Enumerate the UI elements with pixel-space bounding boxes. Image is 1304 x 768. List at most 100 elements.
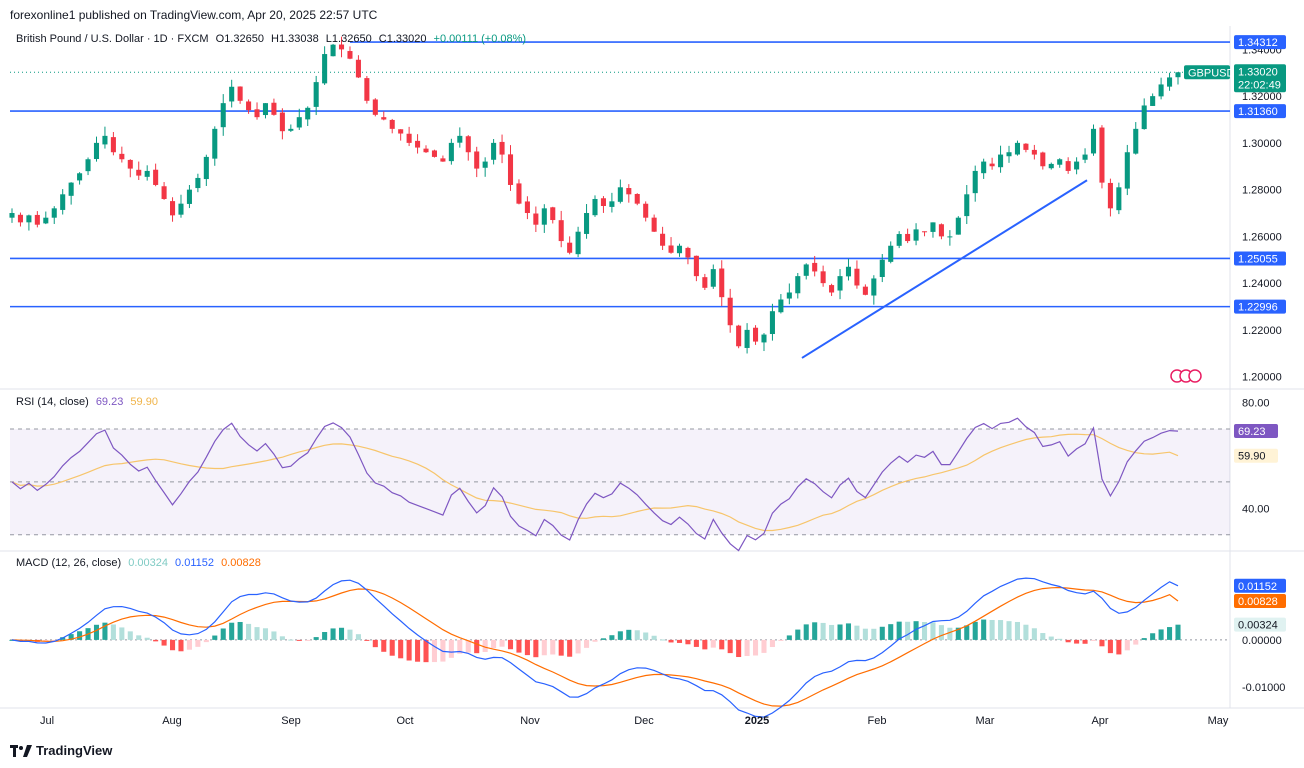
- macd-hist-bar: [448, 639, 454, 658]
- candle-body: [964, 194, 970, 217]
- candle-body: [178, 203, 184, 215]
- tradingview-logo-icon: [10, 744, 32, 757]
- candle-body: [474, 151, 480, 169]
- macd-hist-bar: [1006, 621, 1012, 640]
- macd-hist-bar: [660, 639, 666, 641]
- macd-hist-bar: [237, 621, 243, 640]
- macd-hist-bar: [423, 639, 429, 663]
- level-tag: [1234, 35, 1286, 50]
- macd-hist-bar: [457, 639, 463, 654]
- candle-body: [854, 268, 860, 286]
- x-tick-label: Aug: [162, 715, 182, 727]
- x-tick-label: Feb: [868, 715, 887, 727]
- macd-hist-bar: [888, 624, 894, 640]
- macd-hist-bar: [1057, 638, 1063, 640]
- macd-hist-bar: [803, 624, 809, 640]
- candle-body: [465, 136, 471, 153]
- macd-hist-bar: [702, 639, 708, 650]
- ticker-tag: [1184, 65, 1230, 80]
- candle-body: [1158, 84, 1164, 97]
- macd-hist-bar: [507, 639, 514, 650]
- x-tick-label: 2025: [745, 715, 769, 727]
- macd-hist-bar: [51, 639, 57, 641]
- candle-body: [693, 255, 699, 277]
- macd-hist-bar: [1124, 639, 1130, 651]
- macd-legend: MACD (12, 26, close) 0.00324 0.01152 0.0…: [16, 557, 261, 569]
- candle-body: [1014, 142, 1020, 155]
- macd-hist-bar: [1099, 639, 1105, 647]
- candle-body: [43, 217, 49, 224]
- open-label: O: [215, 33, 225, 45]
- macd-hist-bar: [524, 639, 530, 656]
- candle-body: [229, 86, 235, 102]
- candle-body: [1023, 143, 1029, 150]
- macd-hist-bar: [829, 624, 835, 640]
- candle-body: [136, 169, 142, 176]
- candle-body: [440, 158, 446, 162]
- macd-value: 0.01152: [175, 557, 214, 569]
- macd-hist-bar: [431, 639, 437, 663]
- candle-body: [947, 236, 953, 238]
- candle-body: [1048, 163, 1054, 169]
- publish-info: forexonline1 published on TradingView.co…: [10, 8, 378, 22]
- candle-body: [110, 137, 116, 153]
- macd-hist-bar: [474, 639, 480, 654]
- candles: [9, 36, 1181, 354]
- macd-hist-bar: [550, 639, 556, 655]
- time-axis: Jul Aug Sep Oct Nov Dec 2025 Feb Mar Apr May: [40, 715, 1229, 727]
- candle-body: [313, 82, 319, 107]
- candle-body: [1141, 105, 1147, 130]
- high-value: 1.33038: [278, 33, 319, 45]
- tradingview-brand[interactable]: TradingView: [10, 743, 112, 758]
- candle-body: [871, 278, 877, 296]
- macd-hist-bar: [110, 624, 116, 640]
- candle-body: [676, 245, 683, 254]
- candle-body: [558, 220, 564, 242]
- macd-hist-value: 0.00324: [128, 557, 168, 569]
- candle-body: [60, 194, 66, 210]
- macd-hist-bar: [491, 639, 497, 649]
- open-value: 1.32650: [224, 33, 264, 45]
- price-tick-label: 1.30000: [1242, 138, 1282, 150]
- macd-hist-bar: [1023, 624, 1029, 640]
- macd-hist-bar: [499, 639, 505, 647]
- macd-hist-bar: [1133, 639, 1139, 645]
- rsi-lines: [11, 417, 1179, 552]
- candle-body: [127, 159, 133, 169]
- candle-body: [1116, 187, 1122, 211]
- change-value: +0.00111 (+0.08%): [433, 33, 527, 45]
- grid: [0, 26, 1304, 709]
- candle-body: [186, 189, 192, 204]
- candle-body: [786, 292, 792, 299]
- macd-hist-tag-label: 0.00324: [1238, 620, 1278, 632]
- macd-hist-bar: [845, 623, 852, 640]
- macd-hist-bar: [77, 631, 83, 640]
- candle-body: [305, 107, 311, 120]
- macd-hist-bar: [617, 631, 623, 640]
- event-marker-icon: [1188, 369, 1202, 383]
- high-label: H: [271, 33, 279, 45]
- candle-body: [246, 101, 252, 111]
- macd-signal-tag: [1234, 594, 1286, 609]
- candle-body: [423, 148, 429, 153]
- candle-body: [862, 286, 868, 295]
- candle-body: [617, 187, 623, 202]
- candle-body: [415, 140, 421, 148]
- macd-hist-bar: [575, 639, 581, 654]
- candle-body: [220, 103, 226, 128]
- candle-body: [1090, 128, 1097, 154]
- candle-body: [1175, 72, 1181, 78]
- macd-hist-bar: [795, 629, 801, 640]
- macd-title: MACD (12, 26, close): [16, 557, 122, 569]
- candle-body: [634, 193, 640, 204]
- x-tick-label: May: [1208, 715, 1229, 727]
- candle-body: [541, 208, 547, 225]
- candle-body: [744, 329, 750, 348]
- ticker-tag-label: GBPUSD: [1188, 67, 1235, 79]
- candle-body: [981, 161, 987, 174]
- candle-body: [381, 117, 387, 120]
- candle-body: [998, 154, 1004, 168]
- candle-body: [1040, 152, 1046, 167]
- macd-hist-bar: [820, 622, 826, 640]
- macd-hist-bar: [812, 622, 818, 640]
